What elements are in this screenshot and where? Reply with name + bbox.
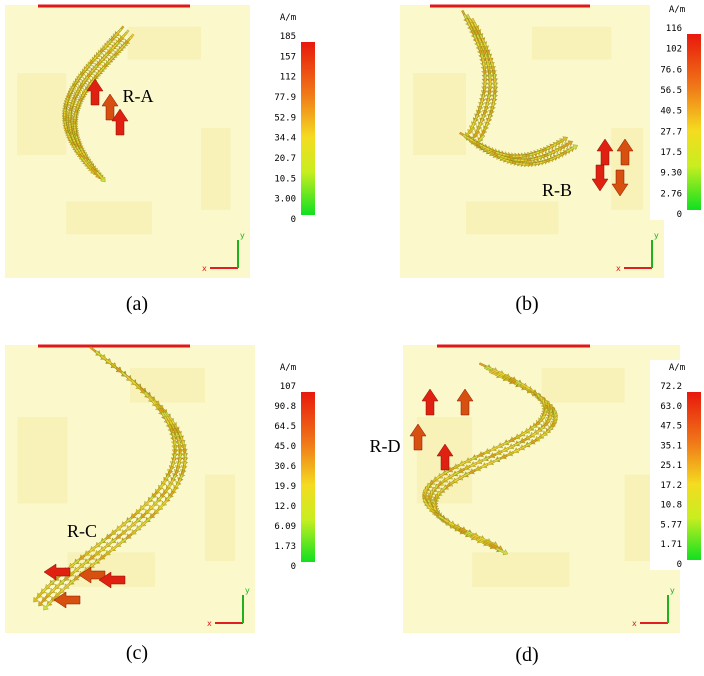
pad — [130, 368, 205, 403]
pad — [18, 417, 68, 503]
pad — [201, 128, 230, 210]
axis-y-label: y — [245, 586, 250, 595]
scale-label: 40.5 — [660, 107, 682, 117]
scale-label: 9.30 — [660, 169, 682, 179]
scale-label: 185 — [280, 32, 296, 42]
scale-label: 19.9 — [274, 482, 296, 492]
pad — [611, 128, 643, 210]
axis-y-label: y — [670, 586, 675, 595]
caption: (d) — [515, 644, 538, 666]
caption: (a) — [126, 293, 148, 315]
caption: (b) — [515, 293, 538, 315]
scale-label: 63.0 — [660, 402, 682, 412]
panel: x y R-A A/m 185 157 112 77.9 52.9 34.4 20.7 10.5 3.0… — [5, 5, 318, 315]
scale-label: 64.5 — [274, 422, 296, 432]
scale-label: 12.0 — [274, 502, 296, 512]
scale-label: 34.4 — [274, 134, 296, 144]
scale-label: 1.73 — [274, 542, 296, 552]
scale-unit: A/m — [280, 13, 296, 23]
scale-label: 90.8 — [274, 402, 296, 412]
scale-label: 10.8 — [660, 501, 682, 511]
axis-y-label: y — [654, 231, 659, 240]
region-label: R-D — [370, 436, 401, 456]
scale-label: 35.1 — [660, 441, 682, 451]
scale-unit: A/m — [280, 363, 296, 373]
scale-label: 10.5 — [274, 174, 296, 184]
scale-label: 3.00 — [274, 195, 296, 205]
scale-label: 107 — [280, 382, 296, 392]
scale-label: 20.7 — [274, 154, 296, 164]
scale-label: 0 — [291, 562, 296, 572]
scale-label: 47.5 — [660, 422, 682, 432]
scale-label: 1.71 — [660, 540, 682, 550]
region-label: R-A — [123, 86, 154, 106]
panel: x y R-B A/m 116 102 76.6 56.5 40.5 27.7 17.5 9.30 2.… — [400, 2, 704, 315]
scale-label: 17.2 — [660, 481, 682, 491]
region-label: R-B — [542, 180, 572, 200]
scale-label: 77.9 — [274, 93, 296, 103]
scale-unit: A/m — [669, 5, 685, 15]
scale-unit: A/m — [669, 363, 685, 373]
color-bar — [301, 392, 315, 562]
caption: (c) — [126, 642, 148, 664]
axis-x-label: x — [207, 619, 212, 628]
scale-label: 102 — [666, 45, 682, 55]
pad — [542, 368, 625, 403]
pad — [532, 27, 611, 60]
panel: x y R-C A/m 107 90.8 64.5 45.0 30.6 19.9 12.0 6.09 1… — [5, 345, 318, 664]
pad — [466, 202, 558, 235]
scale-label: 56.5 — [660, 86, 682, 96]
scale-label: 6.09 — [274, 522, 296, 532]
color-bar — [687, 34, 701, 210]
pad — [413, 73, 466, 155]
scale-label: 76.6 — [660, 65, 682, 75]
pad — [66, 202, 152, 235]
pad — [128, 27, 202, 60]
axis-y-label: y — [240, 231, 245, 240]
color-bar — [687, 392, 701, 560]
scale-label: 0 — [677, 560, 682, 570]
scale-label: 27.7 — [660, 127, 682, 137]
scale-label: 5.77 — [660, 520, 682, 530]
scale-label: 112 — [280, 73, 296, 83]
scale-label: 0 — [677, 210, 682, 220]
scale-label: 2.76 — [660, 189, 682, 199]
pad — [205, 475, 235, 561]
axis-x-label: x — [202, 264, 207, 273]
scale-label: 45.0 — [274, 442, 296, 452]
axis-x-label: x — [632, 619, 637, 628]
pad — [472, 552, 569, 587]
scale-label: 52.9 — [274, 113, 296, 123]
scale-label: 17.5 — [660, 148, 682, 158]
region-label: R-C — [67, 521, 97, 541]
pad — [17, 73, 66, 155]
scale-label: 157 — [280, 52, 296, 62]
color-bar — [301, 42, 315, 215]
scale-label: 25.1 — [660, 461, 682, 471]
axis-x-label: x — [616, 264, 621, 273]
scale-label: 72.2 — [660, 382, 682, 392]
scale-label: 30.6 — [274, 462, 296, 472]
figure: x y R-A A/m 185 157 112 77.9 52.9 34.4 20.7 10.5 3.0… — [0, 0, 704, 676]
scale-label: 0 — [291, 215, 296, 225]
scale-label: 116 — [666, 24, 682, 34]
panel: x y R-D A/m 72.2 63.0 47.5 35.1 25.1 17.2 10.8 5.77… — [370, 345, 704, 666]
